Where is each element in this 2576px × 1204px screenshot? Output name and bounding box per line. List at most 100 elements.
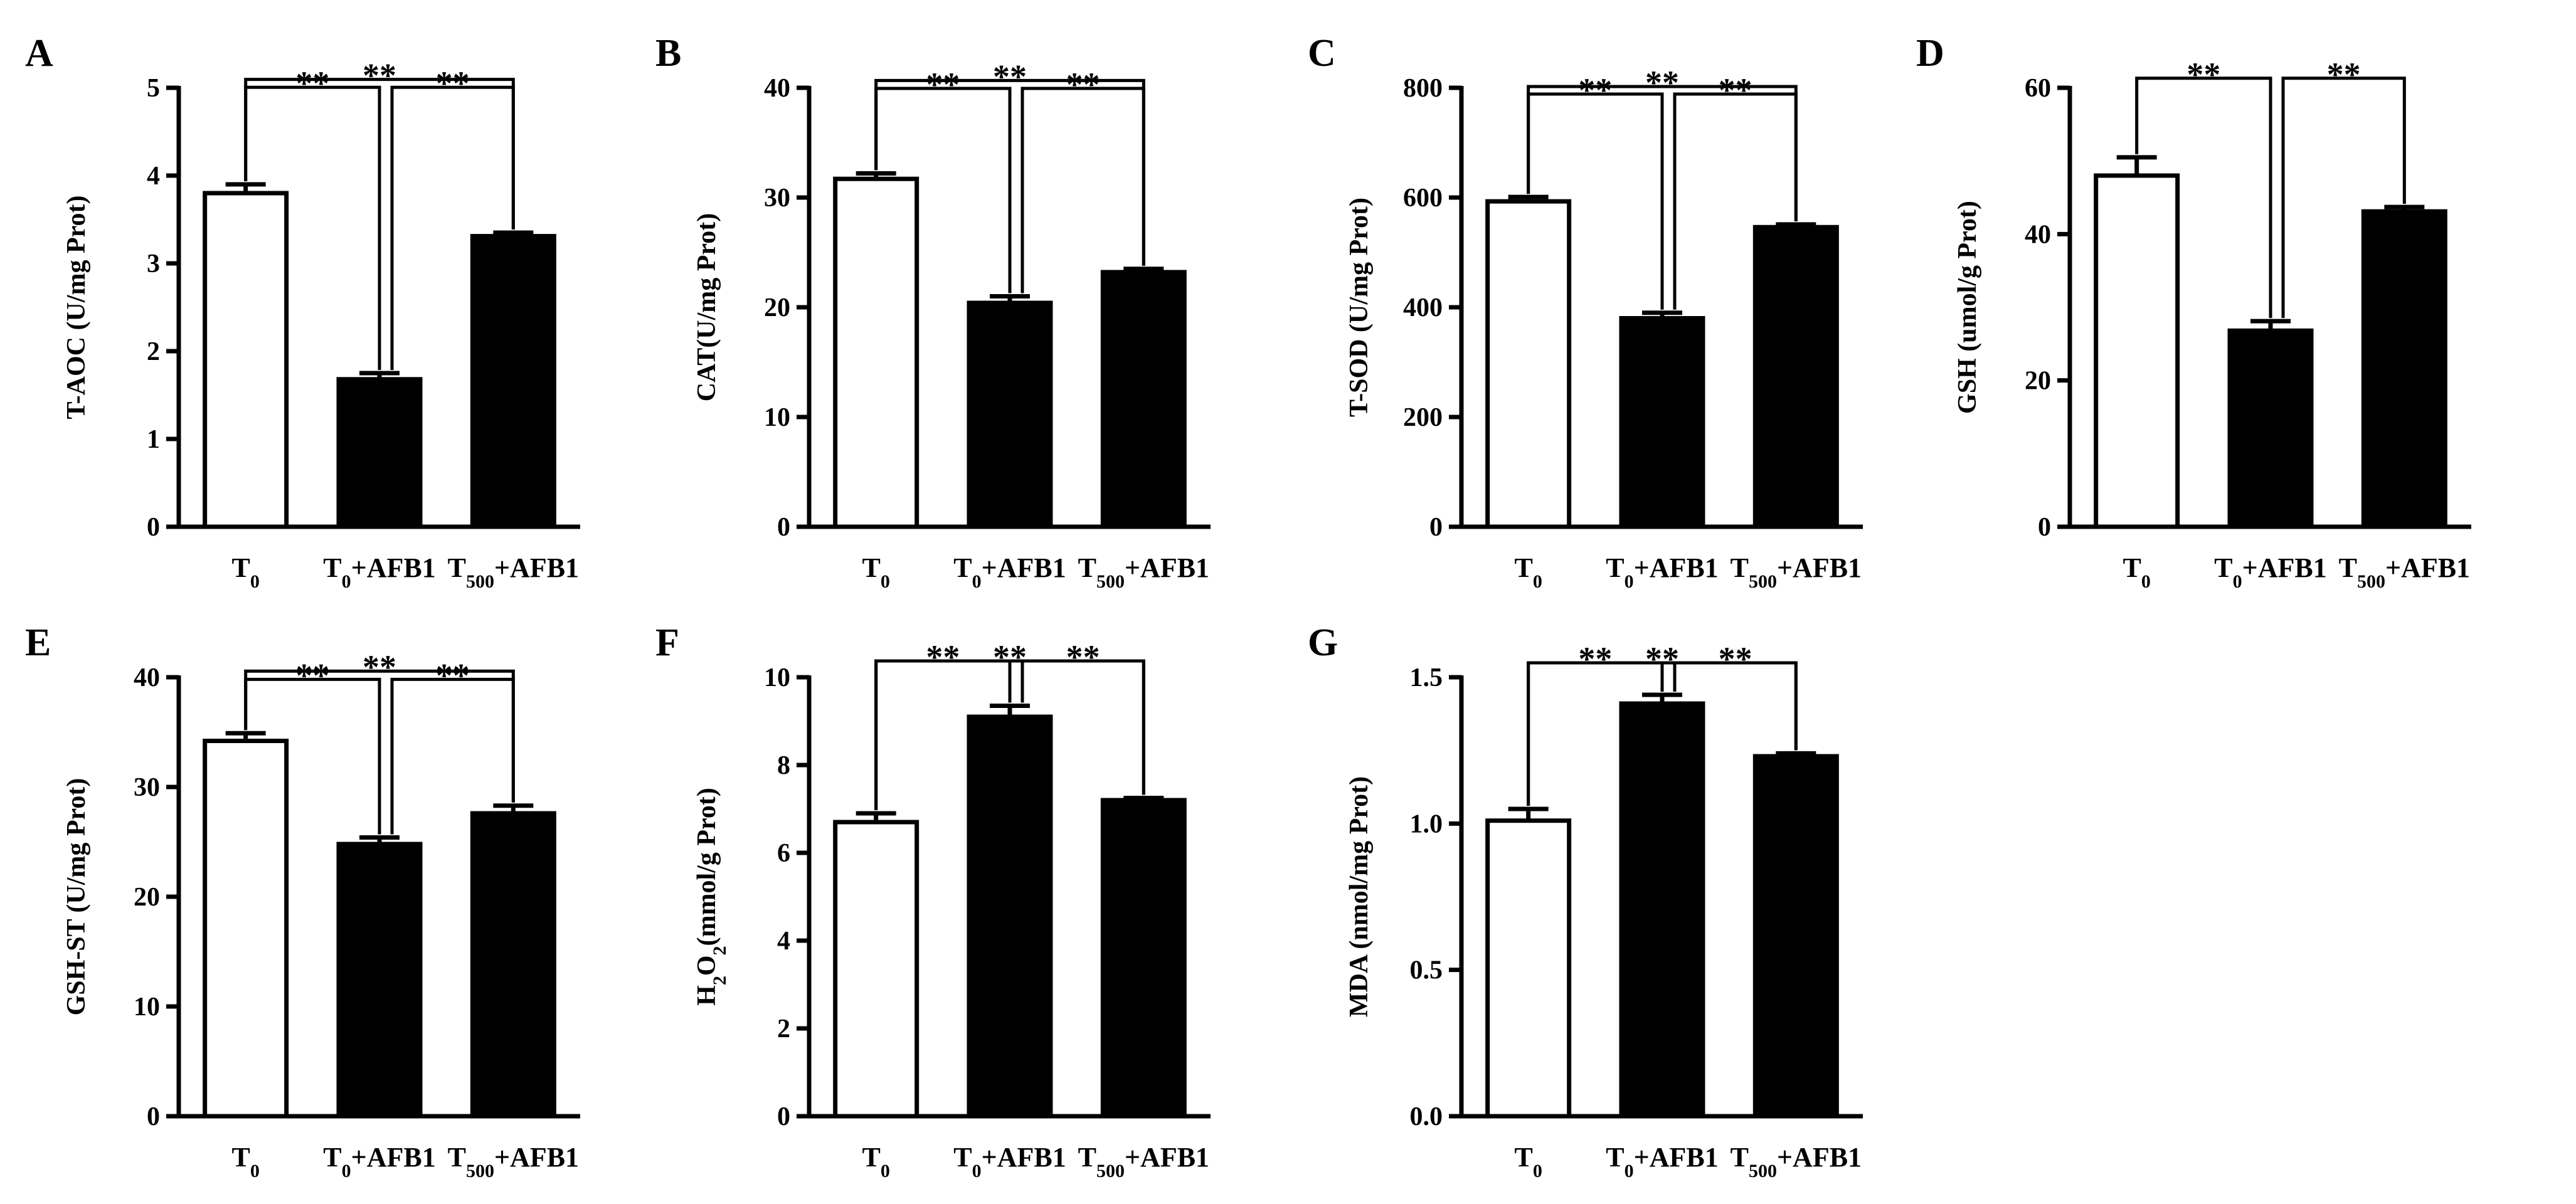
x-tick-label: T0 xyxy=(1514,1142,1542,1181)
y-axis-label: MDA (nmol/mg Prot) xyxy=(1345,776,1374,1017)
bar xyxy=(1619,701,1705,1119)
x-tick-label-main: T xyxy=(953,1142,972,1173)
y-axis-label: GSH (umol/g Prot) xyxy=(1953,201,1982,414)
x-tick-label-subscript: 0 xyxy=(881,571,890,592)
panel-label: D xyxy=(1916,32,1944,75)
y-tick-label: 20 xyxy=(764,293,790,322)
significance-bracket xyxy=(874,87,1012,293)
x-tick-label-suffix: +AFB1 xyxy=(2385,552,2470,583)
bar xyxy=(833,176,920,529)
y-tick-label: 4 xyxy=(777,927,790,956)
x-tick-label-subscript: 0 xyxy=(1533,571,1542,592)
significance-label: ** xyxy=(295,657,329,694)
x-tick-label-subscript: 500 xyxy=(1096,1161,1125,1181)
significance-label: ** xyxy=(436,657,470,694)
y-tick-label: 10 xyxy=(134,993,160,1022)
y-tick-label: 800 xyxy=(1403,74,1443,103)
x-tick-label: T0 xyxy=(862,552,889,592)
significance-bracket xyxy=(2281,77,2406,319)
x-tick-label-subscript: 0 xyxy=(1625,1161,1634,1181)
y-axis-label: T-SOD (U/mg Prot) xyxy=(1345,198,1374,417)
bar xyxy=(1485,818,1572,1119)
significance-label: ** xyxy=(1578,640,1612,678)
y-tick-label: 2 xyxy=(777,1015,790,1043)
x-tick-label-subscript: 500 xyxy=(1749,571,1777,592)
x-tick-label: T0 xyxy=(862,1142,889,1181)
x-tick-label-main: T xyxy=(1078,552,1096,583)
y-tick-label: 1.5 xyxy=(1410,663,1443,692)
x-tick-label: T500+AFB1 xyxy=(1078,1142,1209,1181)
x-tick-label: T500+AFB1 xyxy=(1078,552,1209,592)
significance-bracket xyxy=(1527,661,1664,806)
y-axis-label: CAT(U/mg Prot) xyxy=(692,213,721,402)
y-tick-label: 0 xyxy=(147,1102,160,1131)
x-tick-label-subscript: 0 xyxy=(342,571,351,592)
significance-label: ** xyxy=(926,638,960,676)
bar xyxy=(833,820,920,1119)
x-tick-label: T0+AFB1 xyxy=(2214,552,2326,592)
x-tick-label-suffix: +AFB1 xyxy=(494,1142,579,1173)
significance-label: ** xyxy=(1066,638,1100,676)
x-tick-label-suffix: +AFB1 xyxy=(1125,552,1209,583)
y-tick-label: 40 xyxy=(134,663,160,692)
x-tick-label-subscript: 0 xyxy=(2141,571,2151,592)
x-tick-label-main: T xyxy=(1078,1142,1096,1173)
x-tick-label-subscript: 500 xyxy=(466,571,494,592)
panel-label: E xyxy=(25,621,51,664)
significance-label: ** xyxy=(926,66,960,103)
x-tick-label-main: T xyxy=(1606,1142,1624,1173)
significance-label: ** xyxy=(1719,640,1752,678)
bar xyxy=(2227,328,2314,529)
x-tick-label-suffix: +AFB1 xyxy=(351,1142,436,1173)
x-tick-label-subscript: 0 xyxy=(972,1161,982,1181)
bar xyxy=(1100,798,1187,1119)
x-tick-label-subscript: 500 xyxy=(1749,1161,1777,1181)
y-axis-label-part: (mmol/g Prot) xyxy=(692,788,721,946)
x-tick-label: T0+AFB1 xyxy=(1606,1142,1718,1181)
y-tick-label: 1.0 xyxy=(1410,810,1443,838)
x-tick-label-suffix: +AFB1 xyxy=(982,552,1066,583)
x-tick-label: T500+AFB1 xyxy=(2339,552,2470,592)
significance-bracket xyxy=(1673,661,1798,751)
x-tick-label-main: T xyxy=(1731,552,1749,583)
y-axis-label-part: 2 xyxy=(709,976,730,985)
x-tick-label-main: T xyxy=(231,1142,250,1173)
x-tick-label-suffix: +AFB1 xyxy=(1777,1142,1862,1173)
panel-label: B xyxy=(655,32,681,75)
x-tick-label: T0 xyxy=(231,552,259,592)
y-tick-label: 10 xyxy=(764,663,790,692)
y-axis-label: GSH-ST (U/mg Prot) xyxy=(62,778,91,1016)
x-tick-label-suffix: +AFB1 xyxy=(351,552,436,583)
y-tick-label: 30 xyxy=(134,773,160,802)
y-tick-label: 0 xyxy=(777,513,790,542)
significance-bracket xyxy=(1527,92,1664,310)
x-tick-label: T0 xyxy=(1514,552,1542,592)
bar xyxy=(967,300,1053,529)
significance-bracket xyxy=(874,659,1012,810)
significance-bracket xyxy=(390,85,515,370)
x-tick-label-main: T xyxy=(2339,552,2357,583)
y-tick-label: 0 xyxy=(2038,513,2051,542)
x-tick-label-subscript: 500 xyxy=(466,1161,494,1181)
x-tick-label: T0+AFB1 xyxy=(1606,552,1718,592)
x-tick-label-subscript: 500 xyxy=(2357,571,2385,592)
y-tick-label: 30 xyxy=(764,184,790,213)
x-tick-label-main: T xyxy=(2214,552,2232,583)
y-tick-label: 40 xyxy=(2025,220,2051,249)
bar xyxy=(470,234,556,529)
x-tick-label-main: T xyxy=(1606,552,1624,583)
y-tick-label: 400 xyxy=(1403,293,1443,322)
x-tick-label-subscript: 500 xyxy=(1096,571,1125,592)
significance-label: ** xyxy=(1719,71,1752,109)
x-tick-label-main: T xyxy=(323,552,341,583)
bar xyxy=(2094,173,2180,529)
x-tick-label-main: T xyxy=(862,1142,880,1173)
y-tick-label: 0.0 xyxy=(1410,1102,1443,1131)
y-axis-label-part: H xyxy=(692,985,721,1006)
significance-bracket xyxy=(1020,659,1145,795)
